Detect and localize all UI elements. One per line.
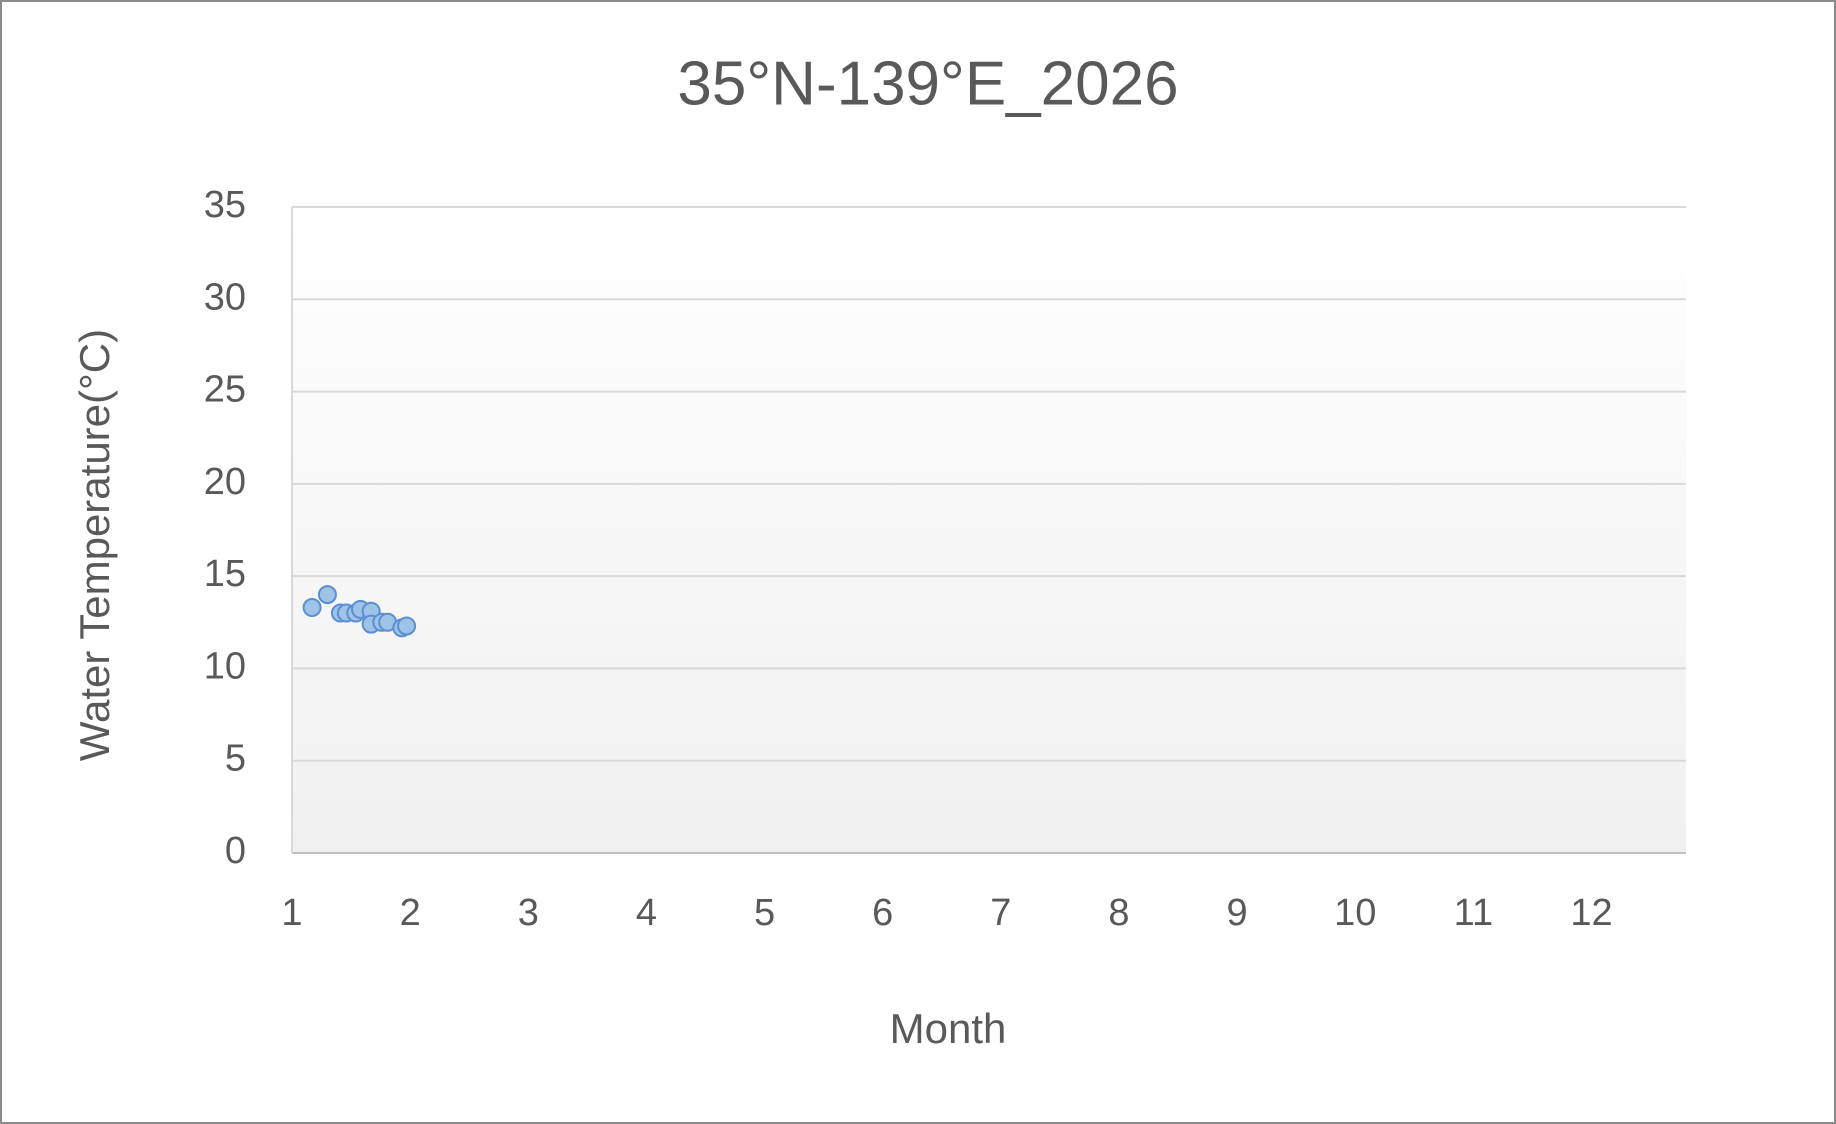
- y-tick-label: 20: [204, 461, 246, 503]
- plot-area: [292, 207, 1686, 853]
- y-tick-label: 30: [204, 276, 246, 318]
- y-axis-title: Water Temperature(°C): [71, 329, 118, 761]
- x-tick-label: 6: [872, 892, 893, 934]
- y-tick-label: 0: [225, 830, 246, 872]
- x-tick-label: 10: [1334, 892, 1376, 934]
- y-tick-label: 5: [225, 738, 246, 780]
- chart-title: 35°N-139°E_2026: [677, 49, 1178, 118]
- data-point: [302, 598, 322, 618]
- x-tick-label: 7: [990, 892, 1011, 934]
- x-tick-label: 1: [281, 892, 302, 934]
- y-tick-label: 10: [204, 645, 246, 687]
- x-tick-label: 3: [518, 892, 539, 934]
- x-axis-title: Month: [890, 1005, 1007, 1052]
- x-tick-label: 9: [1227, 892, 1248, 934]
- x-tick-label: 4: [636, 892, 657, 934]
- y-tick-label: 35: [204, 184, 246, 226]
- y-tick-label: 25: [204, 369, 246, 411]
- x-tick-label: 5: [754, 892, 775, 934]
- x-tick-label: 8: [1108, 892, 1129, 934]
- data-point: [317, 585, 337, 605]
- x-tick-label: 11: [1454, 892, 1493, 934]
- y-tick-label: 15: [204, 553, 246, 595]
- data-point: [397, 616, 417, 636]
- x-tick-label: 12: [1570, 892, 1612, 934]
- x-tick-label: 2: [400, 892, 421, 934]
